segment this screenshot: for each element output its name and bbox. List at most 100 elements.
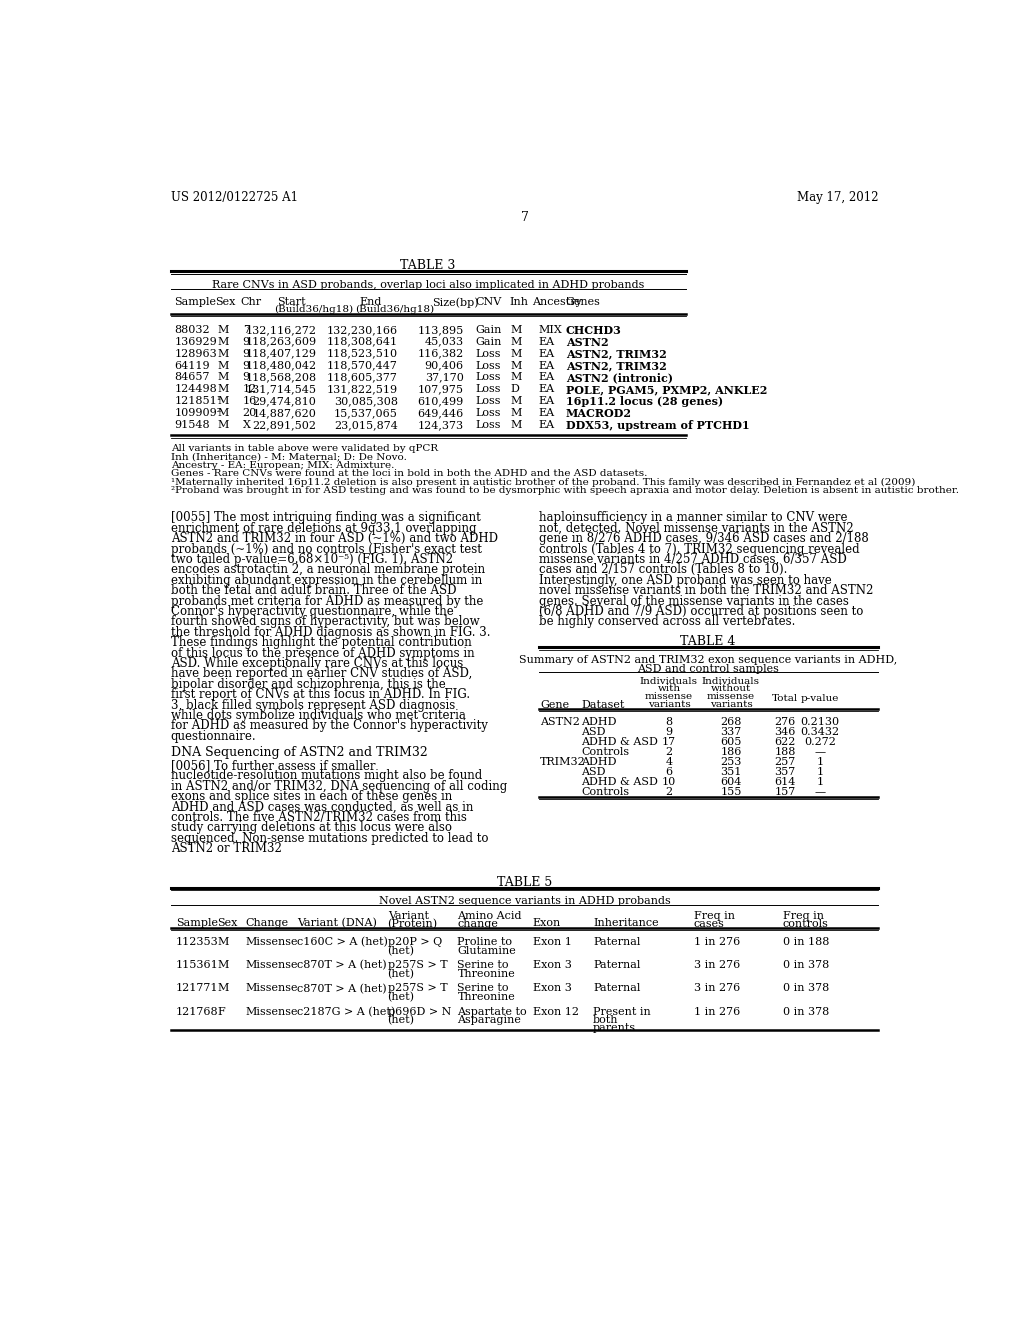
Text: Loss: Loss [475, 348, 501, 359]
Text: 124,373: 124,373 [418, 420, 464, 430]
Text: 64119: 64119 [174, 360, 210, 371]
Text: 186: 186 [720, 747, 741, 756]
Text: M: M [218, 337, 229, 347]
Text: 22,891,502: 22,891,502 [252, 420, 316, 430]
Text: 157: 157 [774, 787, 796, 797]
Text: M: M [511, 325, 522, 335]
Text: 614: 614 [774, 776, 796, 787]
Text: 276: 276 [774, 717, 796, 726]
Text: ASTN2: ASTN2 [566, 337, 608, 347]
Text: Missense: Missense [246, 1007, 298, 1016]
Text: Paternal: Paternal [593, 983, 640, 994]
Text: —: — [814, 787, 825, 797]
Text: ASTN2 and TRIM32 in four ASD (~1%) and two ADHD: ASTN2 and TRIM32 in four ASD (~1%) and t… [171, 532, 498, 545]
Text: Ancestry - EA: European; MIX: Admixture.: Ancestry - EA: European; MIX: Admixture. [171, 461, 394, 470]
Text: 3 in 276: 3 in 276 [693, 983, 740, 994]
Text: 84657: 84657 [174, 372, 210, 383]
Text: EA: EA [539, 348, 555, 359]
Text: 3 in 276: 3 in 276 [693, 961, 740, 970]
Text: M: M [218, 396, 229, 407]
Text: 12: 12 [243, 384, 257, 395]
Text: M: M [217, 937, 228, 948]
Text: probands met criteria for ADHD as measured by the: probands met criteria for ADHD as measur… [171, 594, 483, 607]
Text: M: M [511, 372, 522, 383]
Text: 2: 2 [666, 747, 673, 756]
Text: Sample: Sample [176, 917, 218, 928]
Text: 109909²: 109909² [174, 408, 222, 418]
Text: cases: cases [693, 919, 725, 929]
Text: two tailed p-value=6.68×10⁻⁵) (FIG. 1). ASTN2: two tailed p-value=6.68×10⁻⁵) (FIG. 1). … [171, 553, 453, 566]
Text: Inh (Inheritance) - M: Maternal; D: De Novo.: Inh (Inheritance) - M: Maternal; D: De N… [171, 453, 407, 461]
Text: Loss: Loss [475, 384, 501, 395]
Text: 0.2130: 0.2130 [801, 717, 840, 726]
Text: MACROD2: MACROD2 [566, 408, 632, 420]
Text: CNV: CNV [475, 297, 502, 308]
Text: EA: EA [539, 420, 555, 430]
Text: 6: 6 [666, 767, 673, 776]
Text: first report of CNVs at this locus in ADHD. In FIG.: first report of CNVs at this locus in AD… [171, 688, 470, 701]
Text: in ASTN2 and/or TRIM32, DNA sequencing of all coding: in ASTN2 and/or TRIM32, DNA sequencing o… [171, 780, 507, 793]
Text: 14,887,620: 14,887,620 [253, 408, 316, 418]
Text: Loss: Loss [475, 372, 501, 383]
Text: with: with [657, 684, 681, 693]
Text: 17: 17 [662, 737, 676, 747]
Text: 118,263,609: 118,263,609 [245, 337, 316, 347]
Text: change: change [458, 919, 499, 929]
Text: M: M [218, 384, 229, 395]
Text: D: D [511, 384, 520, 395]
Text: Freq in: Freq in [693, 911, 735, 921]
Text: 7: 7 [521, 211, 528, 224]
Text: These findings highlight the potential contribution: These findings highlight the potential c… [171, 636, 471, 649]
Text: 16: 16 [243, 396, 257, 407]
Text: 0 in 378: 0 in 378 [783, 1007, 829, 1016]
Text: 112353: 112353 [176, 937, 219, 948]
Text: 357: 357 [774, 767, 796, 776]
Text: (het): (het) [388, 969, 415, 979]
Text: be highly conserved across all vertebrates.: be highly conserved across all vertebrat… [539, 615, 795, 628]
Text: probands (~1%) and no controls (Fisher's exact test: probands (~1%) and no controls (Fisher's… [171, 543, 481, 556]
Text: Size(bp): Size(bp) [432, 297, 479, 308]
Text: Threonine: Threonine [458, 991, 515, 1002]
Text: p257S > T: p257S > T [388, 983, 447, 994]
Text: 346: 346 [774, 726, 796, 737]
Text: 0.3432: 0.3432 [801, 726, 840, 737]
Text: 132,230,166: 132,230,166 [327, 325, 397, 335]
Text: p257S > T: p257S > T [388, 961, 447, 970]
Text: variants: variants [647, 700, 690, 709]
Text: Gain: Gain [475, 337, 502, 347]
Text: the threshold for ADHD diagnosis as shown in FIG. 3.: the threshold for ADHD diagnosis as show… [171, 626, 490, 639]
Text: May 17, 2012: May 17, 2012 [798, 191, 879, 203]
Text: 0.272: 0.272 [804, 737, 836, 747]
Text: 1: 1 [816, 776, 823, 787]
Text: ²Proband was brought in for ASD testing and was found to be dysmorphic with spee: ²Proband was brought in for ASD testing … [171, 486, 958, 495]
Text: Chr: Chr [241, 297, 261, 308]
Text: c870T > A (het): c870T > A (het) [297, 961, 387, 970]
Text: both: both [593, 1015, 618, 1026]
Text: 2: 2 [666, 787, 673, 797]
Text: M: M [218, 325, 229, 335]
Text: Change: Change [246, 917, 289, 928]
Text: Individuals: Individuals [640, 677, 698, 685]
Text: ADHD & ASD: ADHD & ASD [582, 737, 658, 747]
Text: cases and 2/157 controls (Tables 8 to 10).: cases and 2/157 controls (Tables 8 to 10… [539, 564, 787, 577]
Text: (Build36/hg18): (Build36/hg18) [355, 305, 434, 314]
Text: M: M [511, 360, 522, 371]
Text: CHCHD3: CHCHD3 [566, 325, 622, 335]
Text: TABLE 5: TABLE 5 [498, 875, 552, 888]
Text: [0056] To further assess if smaller: [0056] To further assess if smaller [171, 759, 375, 772]
Text: controls. The five ASTN2/TRIM32 cases from this: controls. The five ASTN2/TRIM32 cases fr… [171, 810, 467, 824]
Text: ADHD & ASD: ADHD & ASD [582, 776, 658, 787]
Text: ASD: ASD [582, 767, 606, 776]
Text: c160C > A (het): c160C > A (het) [297, 937, 388, 948]
Text: EA: EA [539, 408, 555, 418]
Text: (het): (het) [388, 1015, 415, 1026]
Text: 107,975: 107,975 [418, 384, 464, 395]
Text: 118,407,129: 118,407,129 [246, 348, 316, 359]
Text: F: F [217, 1007, 225, 1016]
Text: Loss: Loss [475, 396, 501, 407]
Text: 118,308,641: 118,308,641 [327, 337, 397, 347]
Text: 29,474,810: 29,474,810 [253, 396, 316, 407]
Text: ASTN2, TRIM32: ASTN2, TRIM32 [566, 348, 667, 359]
Text: 118,605,377: 118,605,377 [327, 372, 397, 383]
Text: 351: 351 [720, 767, 741, 776]
